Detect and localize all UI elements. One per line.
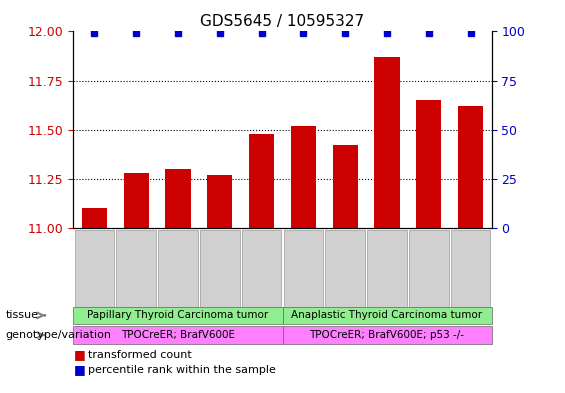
Bar [375, 57, 399, 228]
Text: percentile rank within the sample: percentile rank within the sample [88, 365, 276, 375]
Bar [166, 169, 190, 228]
Text: Papillary Thyroid Carcinoma tumor: Papillary Thyroid Carcinoma tumor [88, 310, 268, 320]
Bar [291, 126, 316, 228]
Title: GDS5645 / 10595327: GDS5645 / 10595327 [201, 14, 364, 29]
Text: Anaplastic Thyroid Carcinoma tumor: Anaplastic Thyroid Carcinoma tumor [292, 310, 483, 320]
Bar [416, 100, 441, 228]
Bar [207, 175, 232, 228]
Bar [458, 106, 483, 228]
Text: transformed count: transformed count [88, 350, 192, 360]
Bar [249, 134, 274, 228]
Text: genotype/variation: genotype/variation [6, 330, 112, 340]
Bar [333, 145, 358, 228]
Text: tissue: tissue [6, 310, 38, 320]
Text: ■: ■ [73, 348, 85, 361]
Text: TPOCreER; BrafV600E: TPOCreER; BrafV600E [121, 330, 235, 340]
Text: TPOCreER; BrafV600E; p53 -/-: TPOCreER; BrafV600E; p53 -/- [310, 330, 464, 340]
Bar [124, 173, 149, 228]
Bar [82, 208, 107, 228]
Text: ■: ■ [73, 364, 85, 376]
